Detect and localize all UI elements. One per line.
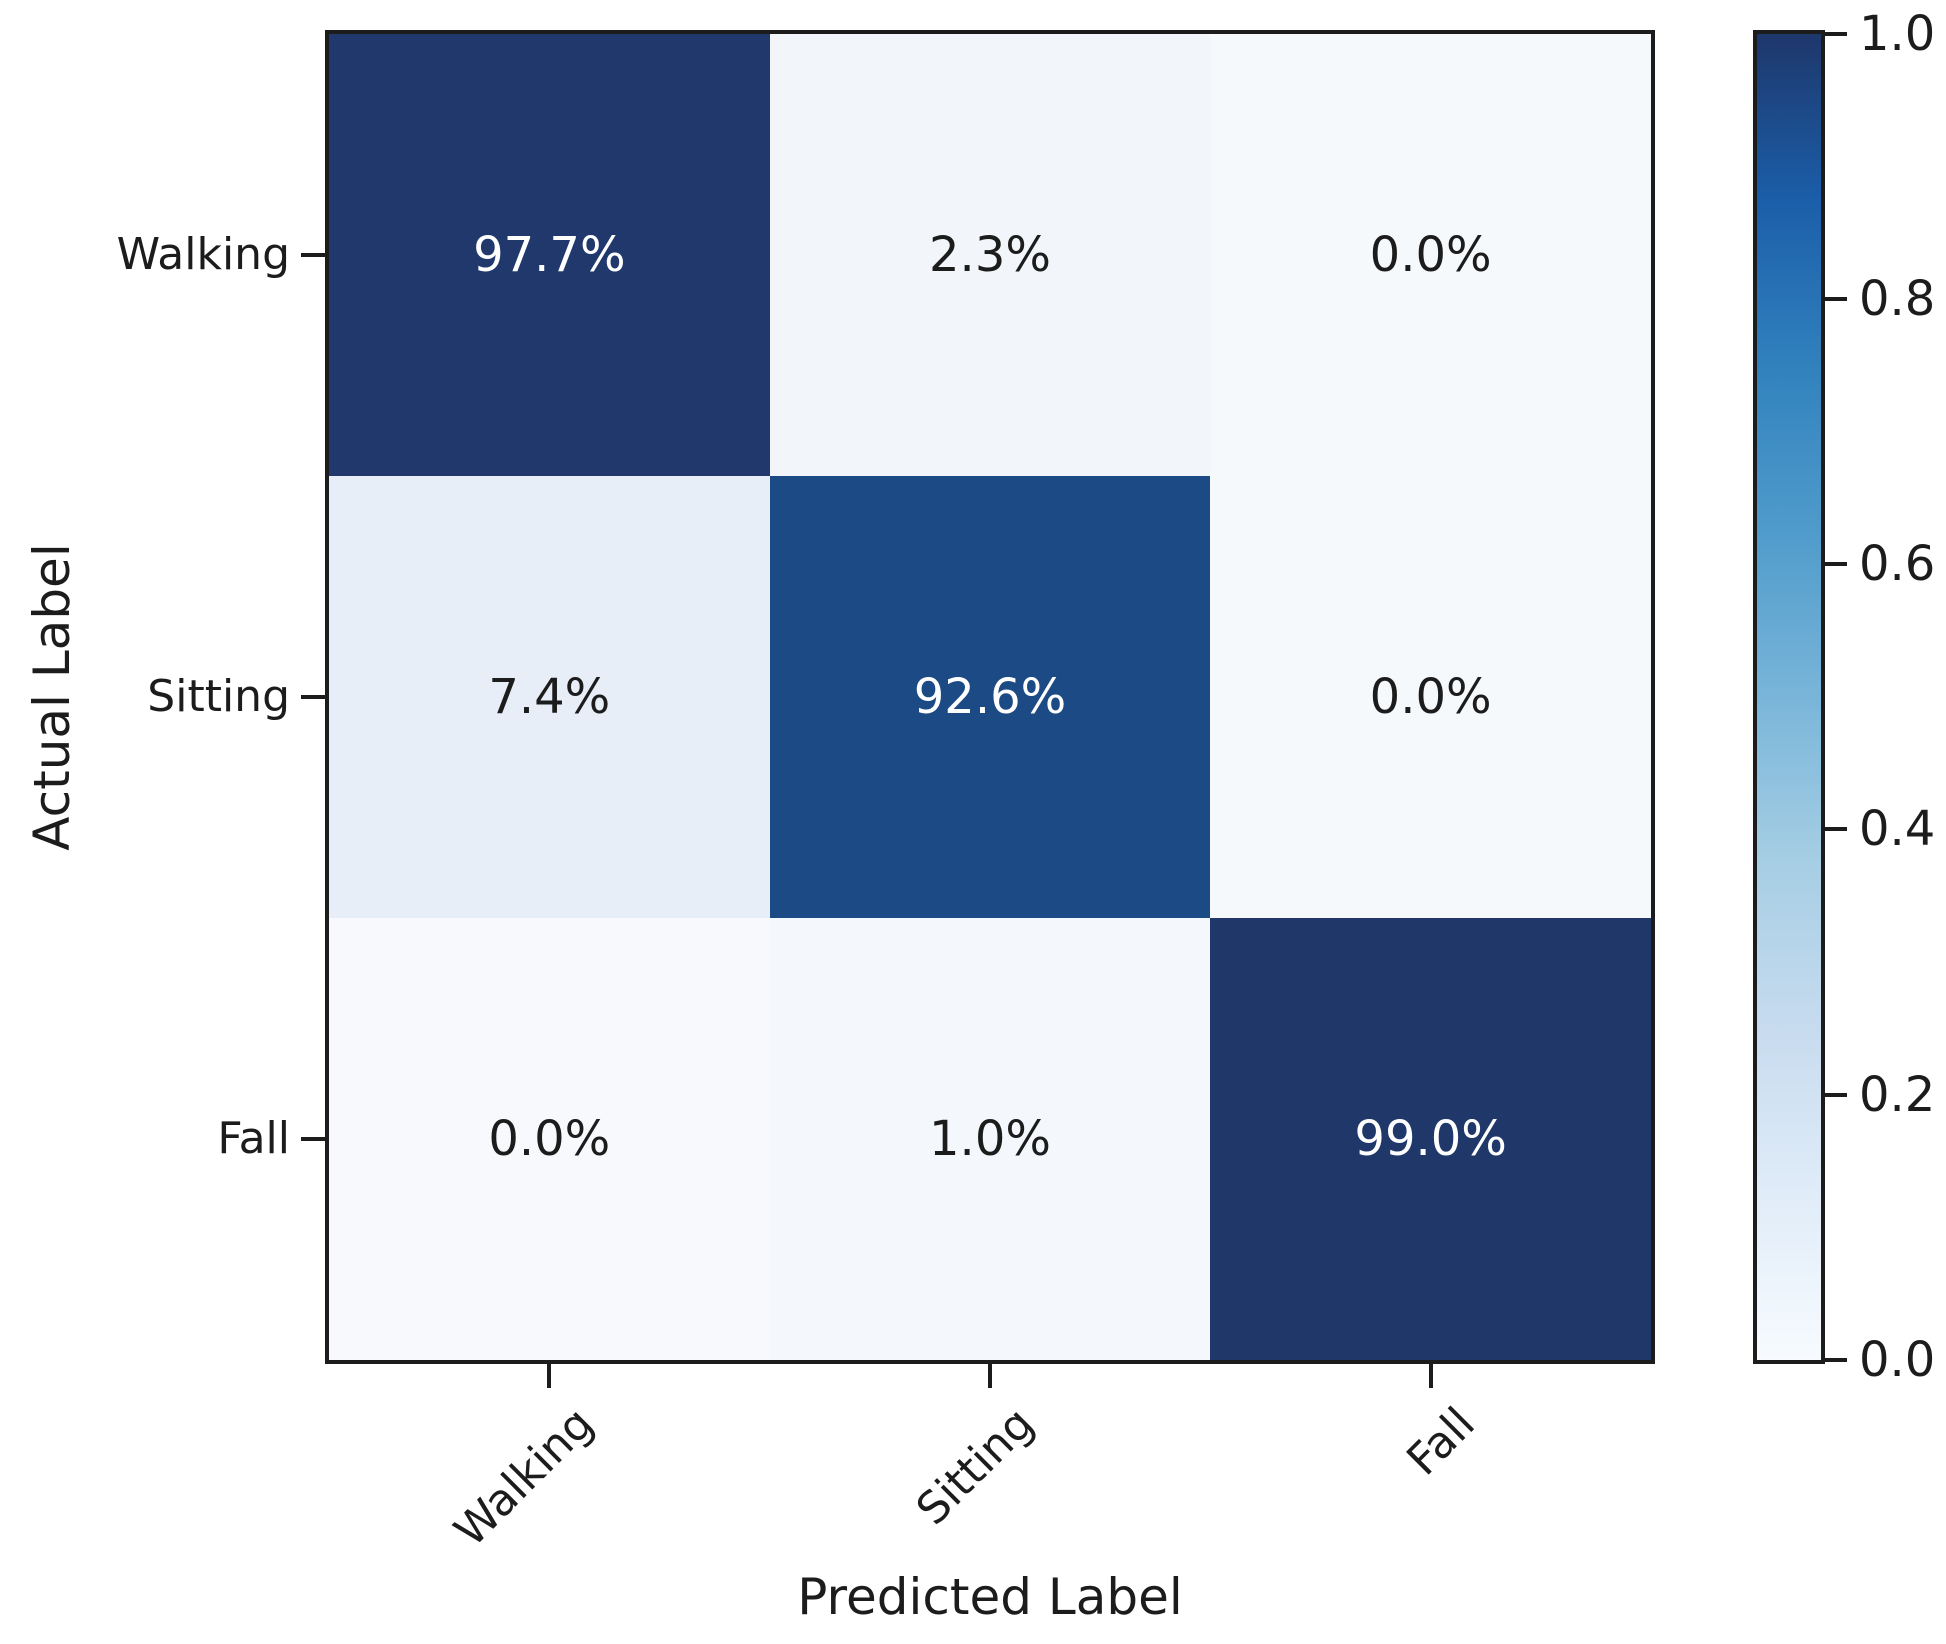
colorbar-tick-mark (1825, 32, 1847, 36)
cell-sitting-walking: 7.4% (329, 476, 770, 918)
x-tick-mark (1429, 1364, 1433, 1388)
cell-fall-walking: 0.0% (329, 918, 770, 1360)
colorbar-tick-mark (1825, 1093, 1847, 1097)
y-tick-mark (301, 695, 325, 699)
x-tick-label-sitting: Sitting (907, 1398, 1045, 1535)
colorbar-tick-mark (1825, 562, 1847, 566)
y-tick-label-sitting: Sitting (147, 671, 290, 722)
cell-sitting-fall: 0.0% (1210, 476, 1651, 918)
heatmap-cells: 97.7% 2.3% 0.0% 7.4% 92.6% 0.0% 0.0% 1.0… (329, 34, 1651, 1360)
heatmap-plot-area: 97.7% 2.3% 0.0% 7.4% 92.6% 0.0% 0.0% 1.0… (325, 30, 1655, 1364)
y-tick-label-fall: Fall (217, 1113, 290, 1164)
cell-walking-walking: 97.7% (329, 34, 770, 476)
y-tick-label-walking: Walking (116, 229, 290, 280)
colorbar-gradient (1753, 30, 1825, 1364)
x-tick-label-fall: Fall (1397, 1398, 1486, 1486)
x-axis-title: Predicted Label (797, 1568, 1183, 1626)
y-tick-mark (301, 253, 325, 257)
x-tick-mark (547, 1364, 551, 1388)
cell-sitting-sitting: 92.6% (769, 476, 1211, 918)
y-tick-mark (301, 1137, 325, 1141)
colorbar-tick-mark (1825, 297, 1847, 301)
cell-walking-fall: 0.0% (1210, 34, 1651, 476)
cell-fall-sitting: 1.0% (769, 918, 1211, 1360)
cell-walking-sitting: 2.3% (769, 34, 1211, 476)
colorbar-tick-label-0.0: 0.0 (1859, 1332, 1936, 1388)
colorbar-tick-label-0.6: 0.6 (1859, 536, 1936, 592)
colorbar-tick-label-0.4: 0.4 (1859, 801, 1936, 857)
colorbar-tick-mark (1825, 827, 1847, 831)
colorbar-tick-label-1.0: 1.0 (1859, 6, 1936, 62)
x-tick-mark (988, 1364, 992, 1388)
colorbar-tick-label-0.2: 0.2 (1859, 1067, 1936, 1123)
colorbar-tick-label-0.8: 0.8 (1859, 271, 1936, 327)
x-tick-label-walking: Walking (444, 1398, 604, 1557)
cell-fall-fall: 99.0% (1210, 918, 1651, 1360)
colorbar-tick-mark (1825, 1358, 1847, 1362)
